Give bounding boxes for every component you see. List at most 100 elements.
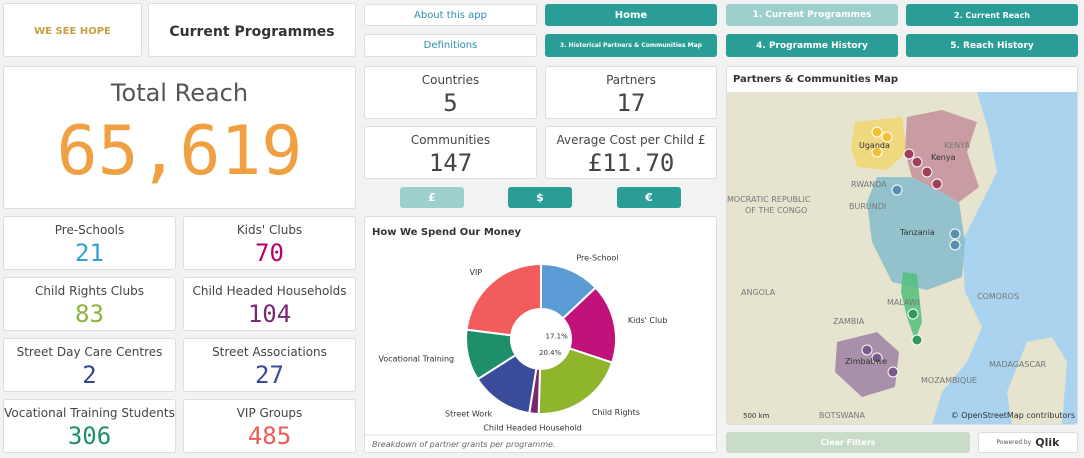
summary-tile: Communities 147 bbox=[364, 126, 537, 179]
map-attribution: © OpenStreetMap contributors bbox=[951, 411, 1075, 420]
kpi-tile: Street Day Care Centres 2 bbox=[3, 338, 176, 392]
summary-value: 17 bbox=[616, 89, 646, 117]
kpi-tile: Street Associations 27 bbox=[183, 338, 356, 392]
logo: WE SEE HOPE bbox=[34, 26, 111, 37]
land bbox=[1007, 337, 1067, 424]
kpi-tile: Child Rights Clubs 83 bbox=[3, 277, 176, 331]
page-title: Current Programmes bbox=[169, 24, 335, 40]
map-label: ANGOLA bbox=[741, 288, 776, 297]
chart-panel: How We Spend Our Money Breakdown of part… bbox=[364, 216, 717, 453]
summary-tile: Average Cost per Child £ £11.70 bbox=[545, 126, 717, 179]
total-value: 65,619 bbox=[56, 112, 303, 191]
nav-button[interactable]: 2. Current Reach bbox=[906, 4, 1078, 26]
kpi-value: 306 bbox=[67, 422, 112, 450]
summary-label: Average Cost per Child £ bbox=[556, 133, 706, 147]
donut-segment bbox=[537, 347, 614, 415]
kpi-label: Vocational Training Students bbox=[4, 406, 175, 420]
map-panel: Partners & Communities Map Uganda Kenya … bbox=[726, 66, 1078, 425]
kpi-value: 27 bbox=[255, 361, 284, 389]
chart-title: How We Spend Our Money bbox=[372, 227, 522, 238]
chart-caption: Breakdown of partner grants per programm… bbox=[372, 440, 555, 449]
currency-button[interactable]: £ bbox=[400, 187, 464, 208]
segment-label: Vocational Training bbox=[379, 354, 455, 363]
kpi-label: Street Associations bbox=[212, 345, 327, 359]
kpi-tile: Child Headed Households 104 bbox=[183, 277, 356, 331]
kpi-label: Kids' Clubs bbox=[236, 223, 303, 237]
map-label: MOZAMBIQUE bbox=[921, 376, 977, 385]
map-label: BURUNDI bbox=[849, 202, 886, 211]
summary-tile: Partners 17 bbox=[545, 66, 717, 119]
value-label: 17.1% bbox=[546, 333, 569, 341]
summary-label: Countries bbox=[421, 73, 480, 87]
donut-chart: How We Spend Our Money Breakdown of part… bbox=[365, 227, 716, 449]
segment-label: Street Work bbox=[445, 409, 492, 418]
qlik-badge[interactable]: Powered by Qlik bbox=[978, 432, 1078, 453]
qlik-brand: Qlik bbox=[1035, 436, 1060, 449]
map-label: KENYA bbox=[944, 141, 971, 150]
kpi-label: VIP Groups bbox=[236, 406, 303, 420]
country-tanzania bbox=[867, 177, 965, 290]
segment-label: Child Rights bbox=[592, 408, 640, 417]
donut-segment bbox=[465, 262, 542, 337]
map-label: Tanzania bbox=[899, 228, 935, 237]
kpi-label: Street Day Care Centres bbox=[16, 345, 163, 359]
summary-label: Partners bbox=[606, 73, 656, 87]
kpi-value: 104 bbox=[247, 300, 292, 328]
map-label: MOCRATIC REPUBLIC bbox=[727, 195, 811, 204]
powered-by: Powered by bbox=[996, 439, 1032, 446]
currency-button[interactable]: € bbox=[617, 187, 681, 208]
map-label: MALAWI bbox=[887, 298, 919, 307]
kpi-value: 83 bbox=[75, 300, 104, 328]
kpi-label: Child Rights Clubs bbox=[35, 284, 144, 298]
segment-label: Kids' Club bbox=[628, 316, 667, 325]
segment-label: Pre-School bbox=[576, 253, 618, 262]
map-label: Uganda bbox=[859, 141, 890, 150]
kpi-value: 70 bbox=[255, 239, 284, 267]
value-label: 20.4% bbox=[539, 349, 562, 357]
map-label: ZAMBIA bbox=[833, 317, 865, 326]
summary-value: £11.70 bbox=[587, 149, 675, 177]
country-kenya bbox=[905, 110, 979, 202]
map-label: BOTSWANA bbox=[819, 411, 866, 420]
total-reach: Total Reach 65,619 bbox=[3, 66, 356, 209]
nav-button[interactable]: 5. Reach History bbox=[906, 34, 1078, 57]
nav-button[interactable]: 4. Programme History bbox=[726, 34, 898, 57]
kpi-value: 21 bbox=[75, 239, 104, 267]
segment-label: Child Headed Household bbox=[483, 424, 582, 433]
nav-button[interactable]: 3. Historical Partners & Communities Map bbox=[545, 34, 717, 57]
summary-value: 147 bbox=[428, 149, 473, 177]
kpi-tile: Vocational Training Students 306 bbox=[3, 399, 176, 453]
segment-label: VIP bbox=[469, 268, 482, 277]
country-malawi bbox=[901, 272, 922, 340]
map-title: Partners & Communities Map bbox=[733, 74, 898, 85]
about-button[interactable]: About this app bbox=[364, 4, 537, 26]
kpi-label: Child Headed Households bbox=[192, 284, 347, 298]
kpi-tile: Kids' Clubs 70 bbox=[183, 216, 356, 270]
partner-dots bbox=[861, 126, 961, 378]
definitions-button[interactable]: Definitions bbox=[364, 34, 537, 57]
country-uganda bbox=[851, 117, 907, 170]
map-label: Zimbabwe bbox=[845, 357, 887, 366]
map-label: COMOROS bbox=[977, 292, 1019, 301]
map-label: RWANDA bbox=[851, 180, 887, 189]
kpi-tile: Pre-Schools 21 bbox=[3, 216, 176, 270]
kpi-value: 485 bbox=[247, 422, 292, 450]
kpi-value: 2 bbox=[82, 361, 97, 389]
summary-value: 5 bbox=[443, 89, 458, 117]
summary-tile: Countries 5 bbox=[364, 66, 537, 119]
total-label: Total Reach bbox=[110, 79, 249, 107]
map-label: Kenya bbox=[931, 153, 956, 162]
logo-box: WE SEE HOPE bbox=[3, 3, 142, 57]
kpi-tile: VIP Groups 485 bbox=[183, 399, 356, 453]
map: Uganda Kenya KENYA RWANDA BURUNDI MOCRAT… bbox=[727, 92, 1077, 424]
home-button[interactable]: Home bbox=[545, 4, 717, 26]
kpi-label: Pre-Schools bbox=[54, 223, 125, 237]
summary-label: Communities bbox=[410, 133, 491, 147]
map-label: OF THE CONGO bbox=[745, 206, 807, 215]
title-box: Current Programmes bbox=[148, 3, 356, 57]
currency-button[interactable]: $ bbox=[508, 187, 572, 208]
nav-button[interactable]: 1. Current Programmes bbox=[726, 4, 898, 26]
map-label: MADAGASCAR bbox=[989, 360, 1047, 369]
clear-filters[interactable]: Clear Filters bbox=[726, 432, 970, 453]
